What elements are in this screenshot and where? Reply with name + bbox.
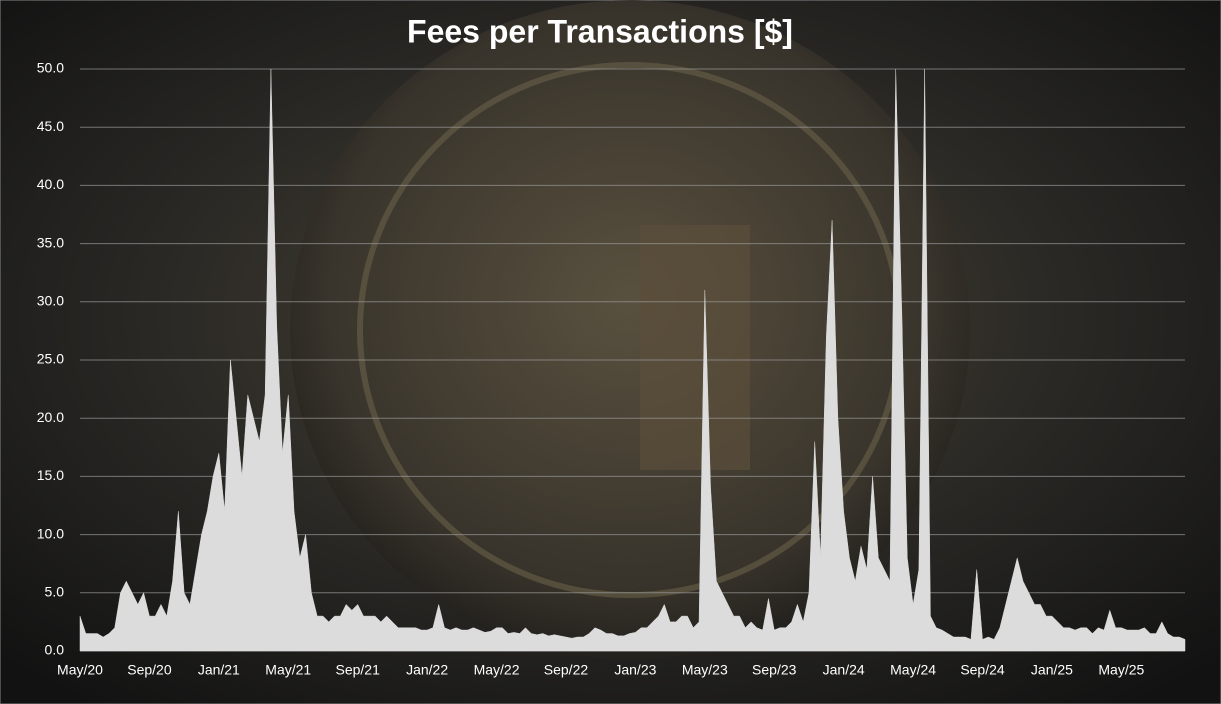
y-tick-label: 15.0 xyxy=(37,467,64,483)
x-tick-label: Jan/23 xyxy=(614,662,656,678)
x-tick-label: Jan/25 xyxy=(1031,662,1073,678)
x-tick-label: Jan/24 xyxy=(823,662,865,678)
y-tick-label: 30.0 xyxy=(37,293,64,309)
x-tick-label: Jan/22 xyxy=(406,662,448,678)
x-tick-label: May/24 xyxy=(890,662,936,678)
y-tick-label: 40.0 xyxy=(37,176,64,192)
x-tick-label: Sep/21 xyxy=(336,662,381,678)
coin-decoration xyxy=(290,0,970,660)
coin-symbol xyxy=(640,225,750,470)
x-tick-label: May/20 xyxy=(57,662,103,678)
x-tick-label: Sep/22 xyxy=(544,662,589,678)
y-tick-label: 20.0 xyxy=(37,409,64,425)
y-tick-label: 5.0 xyxy=(45,584,65,600)
chart-title: Fees per Transactions [$] xyxy=(407,13,793,49)
x-tick-label: Jan/21 xyxy=(198,662,240,678)
y-tick-label: 35.0 xyxy=(37,234,64,250)
x-tick-label: May/23 xyxy=(682,662,728,678)
y-tick-label: 0.0 xyxy=(45,642,65,658)
y-tick-label: 25.0 xyxy=(37,351,64,367)
y-tick-label: 50.0 xyxy=(37,60,64,76)
x-tick-label: Sep/23 xyxy=(752,662,797,678)
y-tick-label: 45.0 xyxy=(37,118,64,134)
x-tick-label: Sep/20 xyxy=(127,662,172,678)
area xyxy=(79,68,1186,652)
x-tick-label: Sep/24 xyxy=(960,662,1005,678)
y-tick-label: 10.0 xyxy=(37,525,64,541)
x-tick-label: May/22 xyxy=(474,662,520,678)
x-tick-label: May/25 xyxy=(1098,662,1144,678)
x-tick-label: May/21 xyxy=(265,662,311,678)
